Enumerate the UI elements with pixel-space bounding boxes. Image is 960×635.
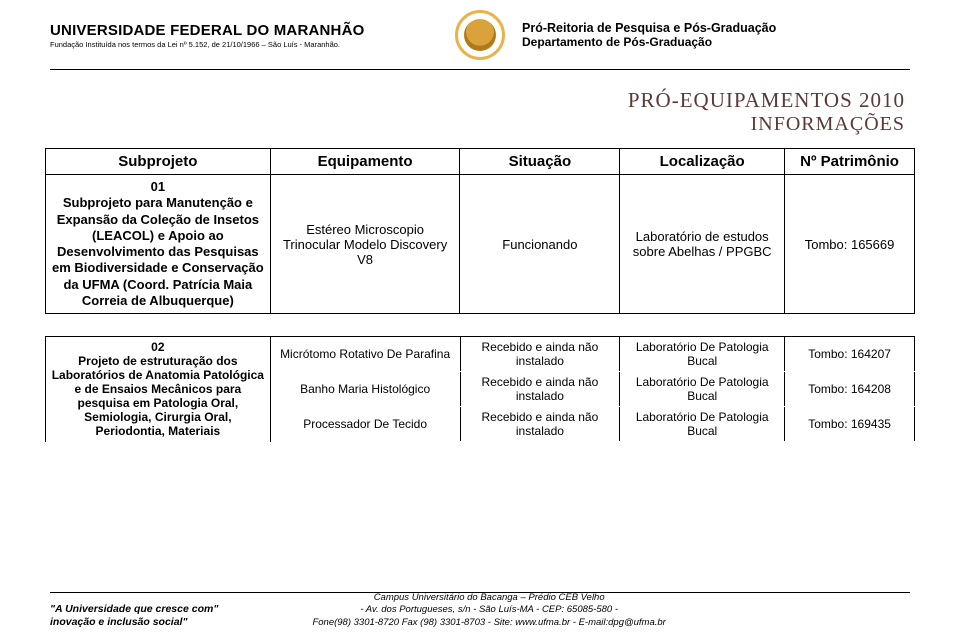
- cell-loc: Laboratório De Patologia Bucal: [620, 337, 785, 372]
- cell-sit: Recebido e ainda não instalado: [460, 372, 620, 407]
- cell-loc: Laboratório De Patologia Bucal: [620, 407, 785, 442]
- footer-address: Campus Universitário do Bacanga – Prédio…: [218, 592, 760, 629]
- cell-patrimonio: Tombo: 165669: [785, 175, 915, 314]
- ufma-logo-icon: [455, 10, 505, 60]
- institution-block: UNIVERSIDADE FEDERAL DO MARANHÃO Fundaçã…: [50, 22, 438, 49]
- logo-wrap: [450, 10, 510, 60]
- cell-pat: Tombo: 169435: [785, 407, 915, 442]
- table-row: 02Projeto de estruturação dos Laboratóri…: [46, 337, 915, 372]
- motto-line1: A Universidade que cresce com: [50, 603, 218, 615]
- th-subprojeto: Subprojeto: [46, 149, 271, 175]
- th-patrimonio: Nº Patrimônio: [785, 149, 915, 175]
- dept-line1: Pró-Reitoria de Pesquisa e Pós-Graduação: [522, 21, 910, 35]
- title-line1: PRÓ-EQUIPAMENTOS 2010: [0, 88, 905, 113]
- cell-subprojeto-2: 02Projeto de estruturação dos Laboratóri…: [46, 337, 271, 442]
- cell-loc: Laboratório De Patologia Bucal: [620, 372, 785, 407]
- cell-equipamento: Estéreo Microscopio Trinocular Modelo Di…: [270, 175, 460, 314]
- cell-eq: Micrótomo Rotativo De Parafina: [270, 337, 460, 372]
- page-footer: A Universidade que cresce com inovação e…: [0, 592, 960, 629]
- equipment-table-1: Subprojeto Equipamento Situação Localiza…: [45, 148, 915, 314]
- table-row: 01Subprojeto para Manutenção e Expansão …: [46, 175, 915, 314]
- campus-line2: - Av. dos Portugueses, s/n - São Luís-MA…: [218, 604, 760, 616]
- department-block: Pró-Reitoria de Pesquisa e Pós-Graduação…: [522, 21, 910, 49]
- th-equipamento: Equipamento: [270, 149, 460, 175]
- cell-situacao: Funcionando: [460, 175, 620, 314]
- title-line2: INFORMAÇÕES: [0, 113, 905, 136]
- equipment-table-2: 02Projeto de estruturação dos Laboratóri…: [45, 336, 915, 442]
- institution-name: UNIVERSIDADE FEDERAL DO MARANHÃO: [50, 22, 438, 39]
- cell-eq: Banho Maria Histológico: [270, 372, 460, 407]
- campus-line3: Fone(98) 3301-8720 Fax (98) 3301-8703 - …: [218, 617, 760, 629]
- cell-subprojeto: 01Subprojeto para Manutenção e Expansão …: [46, 175, 271, 314]
- motto-line2: inovação e inclusão social": [50, 616, 187, 628]
- page-title-block: PRÓ-EQUIPAMENTOS 2010 INFORMAÇÕES: [0, 70, 960, 148]
- cell-sit: Recebido e ainda não instalado: [460, 407, 620, 442]
- th-localizacao: Localização: [620, 149, 785, 175]
- cell-localizacao: Laboratório de estudos sobre Abelhas / P…: [620, 175, 785, 314]
- table-header-row: Subprojeto Equipamento Situação Localiza…: [46, 149, 915, 175]
- cell-pat: Tombo: 164208: [785, 372, 915, 407]
- cell-pat: Tombo: 164207: [785, 337, 915, 372]
- institution-subtitle: Fundação Instituída nos termos da Lei nº…: [50, 40, 438, 49]
- th-situacao: Situação: [460, 149, 620, 175]
- document-header: UNIVERSIDADE FEDERAL DO MARANHÃO Fundaçã…: [0, 0, 960, 65]
- campus-line1: Campus Universitário do Bacanga – Prédio…: [218, 592, 760, 604]
- cell-eq: Processador De Tecido: [270, 407, 460, 442]
- cell-sit: Recebido e ainda não instalado: [460, 337, 620, 372]
- footer-motto: A Universidade que cresce com inovação e…: [50, 603, 218, 629]
- dept-line2: Departamento de Pós-Graduação: [522, 35, 910, 49]
